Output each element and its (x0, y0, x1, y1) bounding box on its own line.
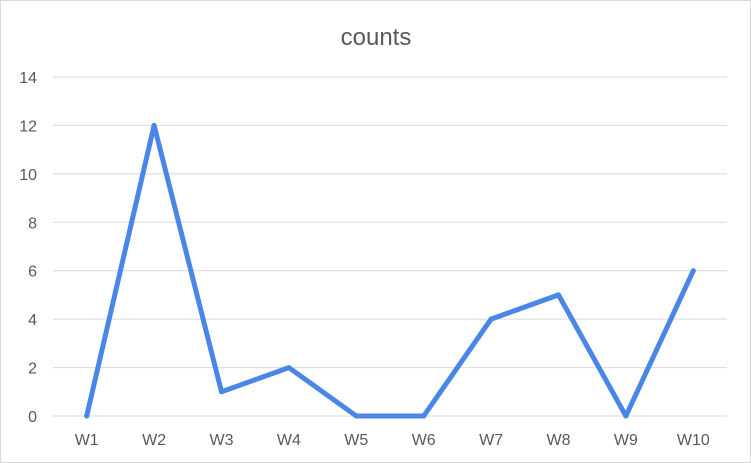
x-tick-label: W4 (277, 432, 301, 449)
y-tick-label: 4 (28, 312, 37, 329)
y-tick-label: 8 (28, 215, 37, 232)
x-tick-label: W6 (412, 432, 436, 449)
series-line (84, 122, 696, 419)
data-point (286, 365, 292, 371)
x-tick-label: W10 (677, 432, 710, 449)
x-axis-ticks: W1 W2 W3 W4 W5 W6 W7 W8 W9 W10 (75, 432, 710, 449)
data-point (219, 389, 224, 395)
x-tick-label: W3 (210, 432, 234, 449)
data-point (353, 413, 359, 419)
data-point (623, 413, 629, 419)
y-tick-label: 12 (19, 118, 37, 135)
y-axis-ticks: 0 2 4 6 8 10 12 14 (19, 70, 37, 426)
chart-title: counts (341, 24, 412, 51)
data-point (421, 413, 427, 419)
data-point (488, 316, 494, 322)
data-point (556, 292, 561, 298)
x-tick-label: W5 (344, 432, 368, 449)
x-tick-label: W9 (614, 432, 638, 449)
x-tick-label: W2 (142, 432, 166, 449)
x-tick-label: W8 (547, 432, 571, 449)
x-tick-label: W1 (75, 432, 99, 449)
y-tick-label: 10 (19, 167, 37, 184)
data-point (84, 413, 90, 419)
data-point (690, 268, 696, 274)
data-point (151, 122, 157, 128)
x-tick-label: W7 (479, 432, 503, 449)
y-tick-label: 6 (28, 264, 37, 281)
y-tick-label: 14 (19, 70, 37, 87)
y-tick-label: 2 (28, 361, 37, 378)
y-tick-label: 0 (28, 409, 37, 426)
series-layer (84, 122, 696, 419)
